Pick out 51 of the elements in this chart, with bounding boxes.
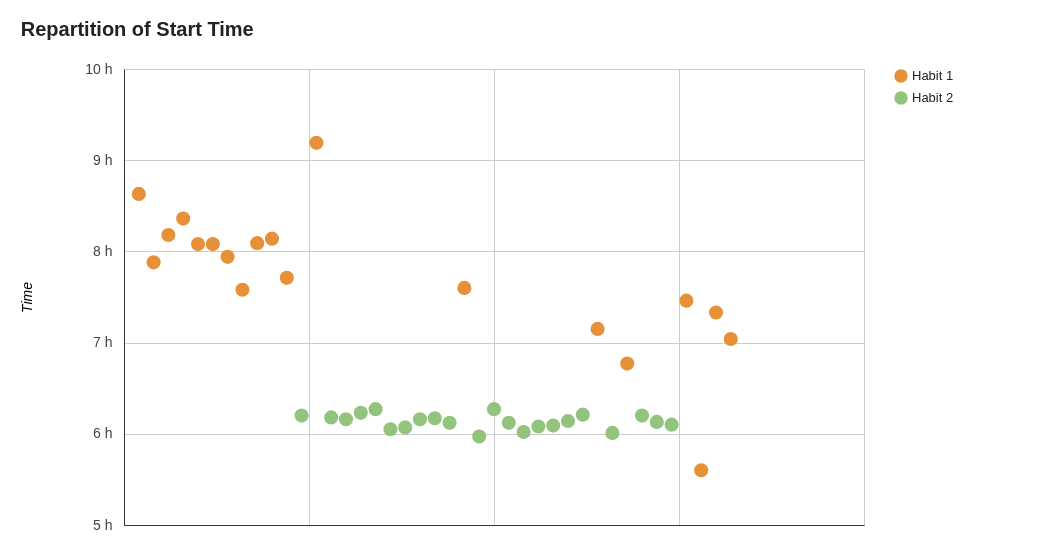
point xyxy=(457,280,472,295)
legend-label: Habit 2 xyxy=(912,90,954,105)
point xyxy=(501,415,516,430)
point xyxy=(264,231,280,246)
point xyxy=(708,305,724,320)
y-axis-title: Time xyxy=(19,281,36,313)
y-tick-label: 7 h xyxy=(93,334,113,351)
point xyxy=(294,408,309,423)
y-tick-label: 9 h xyxy=(93,151,113,168)
y-tick-label: 8 h xyxy=(93,242,113,259)
point xyxy=(560,413,576,429)
point xyxy=(427,411,442,426)
point xyxy=(575,407,590,422)
point xyxy=(279,270,294,285)
point xyxy=(531,419,546,434)
y-tick-label: 10 h xyxy=(85,60,113,77)
point xyxy=(634,408,650,423)
point xyxy=(131,186,146,201)
point xyxy=(486,402,502,417)
point xyxy=(338,412,354,427)
point xyxy=(353,405,368,420)
point xyxy=(472,429,487,444)
point xyxy=(649,414,664,429)
point xyxy=(161,227,176,243)
point xyxy=(324,410,339,425)
point xyxy=(412,412,428,427)
legend-label: Habit 1 xyxy=(912,68,954,83)
point xyxy=(605,425,620,440)
point xyxy=(176,211,191,226)
point xyxy=(368,402,383,417)
y-tick-label: 6 h xyxy=(93,425,113,442)
point xyxy=(546,418,561,433)
point xyxy=(679,293,694,308)
point xyxy=(190,237,206,252)
point xyxy=(620,356,635,371)
point xyxy=(205,237,220,252)
point xyxy=(146,255,161,270)
point xyxy=(442,415,457,430)
point xyxy=(694,463,709,478)
point xyxy=(220,249,235,264)
chart-title: Repartition of Start Time xyxy=(20,18,254,40)
point xyxy=(723,331,738,347)
point xyxy=(664,417,679,432)
point xyxy=(383,422,398,437)
point xyxy=(590,321,605,336)
point xyxy=(235,282,250,297)
y-tick-label: 5 h xyxy=(93,516,113,533)
point xyxy=(398,420,413,435)
point xyxy=(250,236,265,251)
point xyxy=(309,135,324,150)
point xyxy=(516,424,531,440)
